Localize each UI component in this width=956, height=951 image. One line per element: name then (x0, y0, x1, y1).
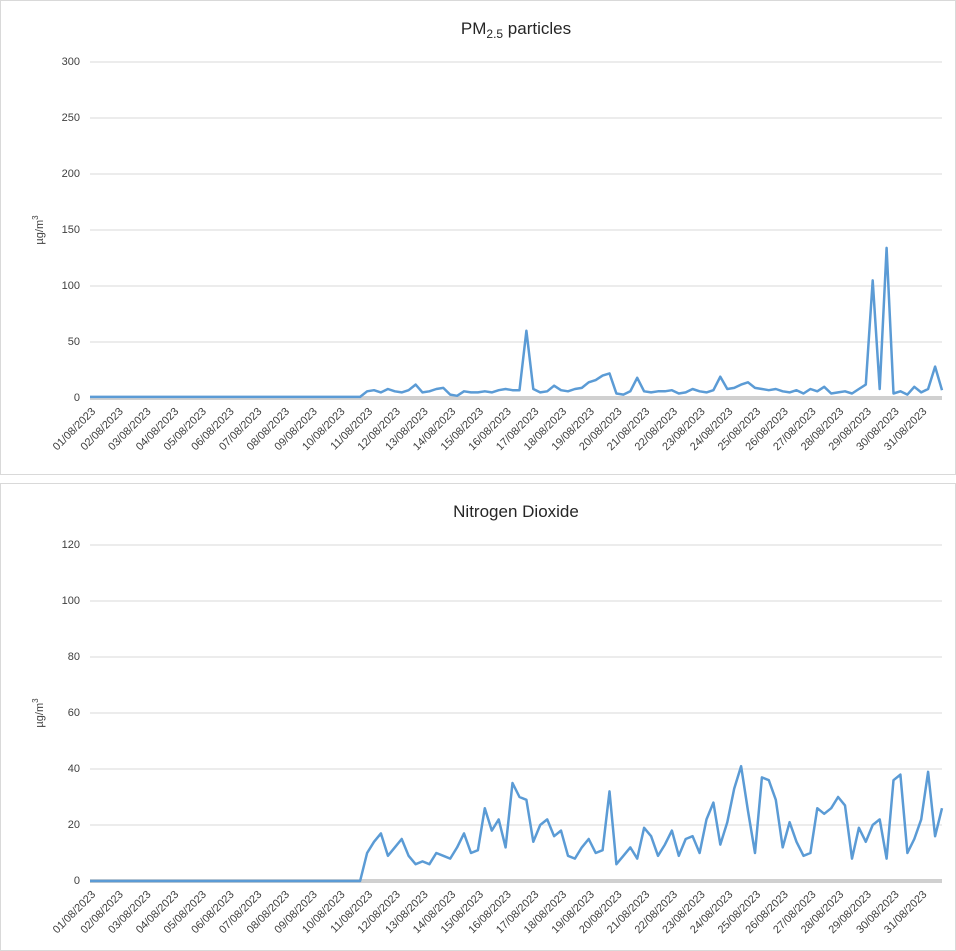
y-label-main: µg/m (34, 220, 46, 245)
chart-title: Nitrogen Dioxide (453, 502, 579, 521)
y-label-main: µg/m (34, 703, 46, 728)
y-axis-label: µg/m3 (31, 698, 46, 728)
chart-panel: Nitrogen Dioxideµg/m302040608010012001/0… (0, 483, 956, 951)
y-tick-label: 120 (62, 539, 80, 551)
y-label-superscript: 3 (31, 215, 40, 220)
chart-panel: PM2.5 particlesµg/m305010015020025030001… (0, 0, 956, 475)
y-tick-label: 150 (62, 224, 80, 236)
y-tick-label: 300 (62, 56, 80, 68)
y-label-superscript: 3 (31, 698, 40, 703)
y-tick-label: 40 (68, 763, 80, 775)
y-tick-label: 100 (62, 280, 80, 292)
y-tick-label: 50 (68, 336, 80, 348)
y-tick-label: 80 (68, 651, 80, 663)
y-axis-label: µg/m3 (31, 215, 46, 245)
title-subscript: 2.5 (486, 27, 503, 41)
panel-border (0, 483, 956, 951)
y-tick-label: 250 (62, 112, 80, 124)
y-tick-label: 20 (68, 819, 80, 831)
chart-title: PM2.5 particles (461, 19, 571, 41)
data-line (90, 764, 944, 883)
title-main: PM (461, 19, 487, 38)
y-tick-label: 0 (74, 875, 80, 887)
y-tick-label: 100 (62, 595, 80, 607)
y-tick-label: 60 (68, 707, 80, 719)
data-line (90, 246, 944, 399)
title-suffix: particles (503, 19, 571, 38)
y-tick-label: 0 (74, 392, 80, 404)
panel-border (0, 0, 956, 475)
title-main: Nitrogen Dioxide (453, 502, 579, 521)
y-tick-label: 200 (62, 168, 80, 180)
